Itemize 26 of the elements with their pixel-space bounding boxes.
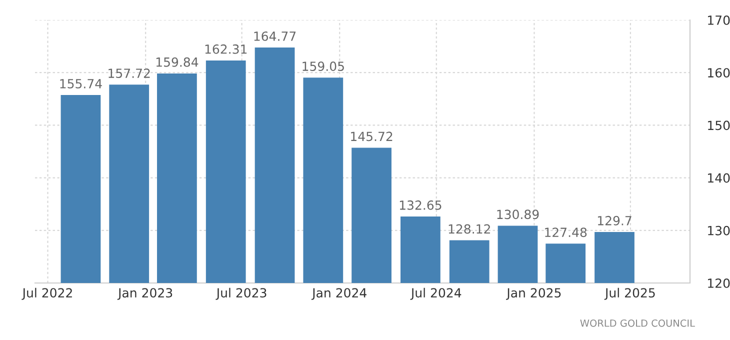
text: WORLD GOLD COUNCIL: [580, 319, 695, 327]
data-label: 130.89: [497, 210, 539, 220]
data-label: 164.77: [254, 31, 296, 41]
x-tick-label: Jul 2025: [604, 288, 655, 300]
x-tick-label: Jul 2022: [22, 288, 72, 300]
data-label: 127.48: [545, 228, 587, 238]
y-tick-label: 140: [708, 173, 730, 183]
x-tick-label: Jan 2023: [117, 288, 172, 300]
data-label: 157.72: [108, 68, 150, 78]
data-label: 128.12: [448, 224, 490, 234]
data-label: 159.05: [302, 62, 344, 72]
x-tick-label: Jul 2023: [216, 288, 266, 300]
data-label: 159.84: [156, 57, 198, 67]
data-label: 162.31: [205, 44, 247, 54]
x-tick-label: Jan 2024: [311, 288, 366, 300]
x-tick-label: Jan 2025: [506, 288, 561, 300]
y-tick-label: 120: [708, 278, 730, 288]
data-label: 155.74: [60, 79, 102, 88]
y-tick-label: 170: [708, 15, 730, 25]
data-label: 132.65: [400, 200, 442, 210]
data-label: 145.72: [351, 132, 392, 142]
y-tick-label: 150: [708, 120, 730, 130]
y-tick-label: 160: [708, 68, 730, 78]
data-label: 129.7: [598, 216, 632, 226]
y-tick-label: 130: [708, 226, 730, 236]
x-tick-label: Jul 2024: [410, 288, 462, 300]
